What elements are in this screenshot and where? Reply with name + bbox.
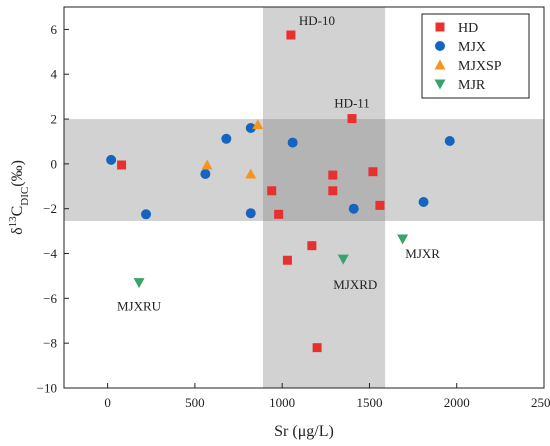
x-tick-label: 1000 (269, 395, 295, 410)
data-points (106, 30, 455, 353)
data-point-mjx (245, 208, 256, 219)
data-point-hd (375, 200, 385, 210)
annotation-label: MJXR (405, 246, 440, 261)
data-point-mjx (200, 168, 211, 179)
legend-label-mjxsp: MJXSP (458, 59, 502, 74)
data-point-mjxsp (245, 168, 257, 179)
y-tick-label: −10 (37, 381, 57, 396)
y-axis-title-unit: (‰) (9, 160, 26, 187)
x-tick-label: 1500 (356, 395, 382, 410)
legend-label-mjr: MJR (458, 78, 486, 93)
x-tick-label: 0 (104, 395, 111, 410)
data-point-mjx (245, 123, 256, 134)
data-point-hd (286, 30, 296, 40)
y-axis-title-delta: δ (9, 227, 26, 235)
y-tick-label: −4 (43, 246, 57, 261)
data-point-hd (368, 167, 378, 177)
data-point-mjx (287, 137, 298, 148)
legend-marker-mjx (435, 41, 445, 51)
data-point-mjr (133, 278, 145, 289)
y-tick-label: 2 (51, 112, 58, 127)
y-tick-label: 4 (51, 67, 58, 82)
data-point-hd (312, 343, 322, 353)
y-tick-label: −2 (43, 201, 57, 216)
data-point-mjx (141, 209, 152, 220)
y-tick-label: 0 (51, 156, 58, 171)
legend-label-hd: HD (458, 21, 478, 36)
y-axis-title-sub: DIC (19, 187, 31, 206)
data-point-hd (307, 241, 317, 251)
data-point-hd (328, 170, 338, 180)
data-point-hd (347, 114, 357, 124)
data-point-hd (282, 255, 292, 265)
annotation-label: HD-11 (334, 96, 370, 111)
x-tick-label: 2500 (531, 395, 550, 410)
point-annotations: HD-10 HD-11 MJXRU MJXRD MJXR (117, 13, 440, 314)
y-tick-label: −8 (43, 336, 57, 351)
legend-marker-mjxsp (434, 59, 446, 70)
legend-label-mjx: MJX (458, 40, 486, 55)
legend: HD MJX MJXSP MJR (421, 13, 530, 99)
y-axis-title-sup: 13 (7, 216, 19, 228)
data-point-hd (328, 186, 338, 196)
data-point-mjxsp (201, 159, 213, 170)
data-point-mjr (337, 254, 349, 265)
x-axis-title: Sr (μg/L) (274, 423, 334, 440)
y-axis-title: δ13CDIC(‰) (7, 160, 31, 235)
y-tick-label: −6 (43, 291, 57, 306)
data-point-mjx (444, 136, 455, 147)
data-point-hd (267, 186, 277, 196)
annotation-label: HD-10 (299, 13, 335, 28)
y-tick-label: 6 (51, 22, 58, 37)
annotation-label: MJXRD (333, 277, 377, 292)
axis-ticks: 0 500 1000 1500 2000 2500 −10 −8 −6 −4 −2 0 2 4 6 (37, 22, 550, 410)
data-point-hd (274, 209, 284, 219)
data-point-mjxsp (252, 119, 264, 130)
shaded-band-x (262, 7, 386, 388)
shaded-band-y (64, 119, 544, 222)
y-axis-title-c: C (9, 206, 26, 217)
plot-frame (63, 6, 545, 389)
data-point-hd (117, 160, 127, 170)
x-tick-label: 2000 (444, 395, 470, 410)
annotation-label: MJXRU (117, 299, 162, 314)
shaded-bands (64, 7, 544, 388)
data-point-mjr (397, 234, 409, 245)
data-point-mjx (106, 154, 117, 165)
legend-marker-hd (435, 22, 445, 32)
data-point-mjx (348, 203, 359, 214)
legend-marker-mjr (434, 79, 446, 90)
data-point-mjx (418, 196, 429, 207)
x-tick-label: 500 (185, 395, 205, 410)
data-point-mjx (221, 133, 232, 144)
